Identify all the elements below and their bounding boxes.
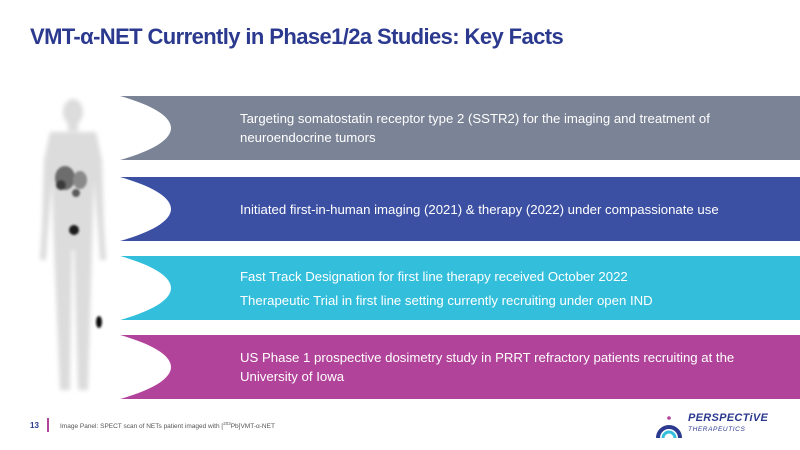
- image-caption: Image Panel: SPECT scan of NETs patient …: [60, 421, 275, 431]
- fact-band-fast-track: Fast Track Designation for first line th…: [120, 256, 800, 320]
- spect-scan-image: [40, 99, 106, 390]
- fact-text: Fast Track Designation for first line th…: [240, 268, 628, 284]
- logo-subtitle: THERAPEUTICS: [688, 426, 746, 433]
- footer-divider: [47, 418, 49, 432]
- fact-band-targeting: Targeting somatostatin receptor type 2 (…: [120, 96, 800, 160]
- page-number: 13: [30, 421, 39, 430]
- fact-band-first-in-human: Initiated first-in-human imaging (2021) …: [120, 177, 800, 241]
- company-logo: PERSPECTiVE THERAPEUTICS: [655, 410, 775, 440]
- fact-text: US Phase 1 prospective dosimetry study i…: [240, 350, 735, 384]
- logo-mark-icon: [656, 416, 682, 439]
- fact-text: Targeting somatostatin receptor type 2 (…: [240, 111, 710, 145]
- fact-text: Therapeutic Trial in first line setting …: [240, 292, 653, 308]
- logo-name: PERSPECTiVE: [688, 412, 769, 424]
- slide-title: VMT-α-NET Currently in Phase1/2a Studies…: [30, 24, 564, 49]
- fact-text: Initiated first-in-human imaging (2021) …: [240, 201, 719, 217]
- fact-band-phase-1: US Phase 1 prospective dosimetry study i…: [120, 335, 800, 399]
